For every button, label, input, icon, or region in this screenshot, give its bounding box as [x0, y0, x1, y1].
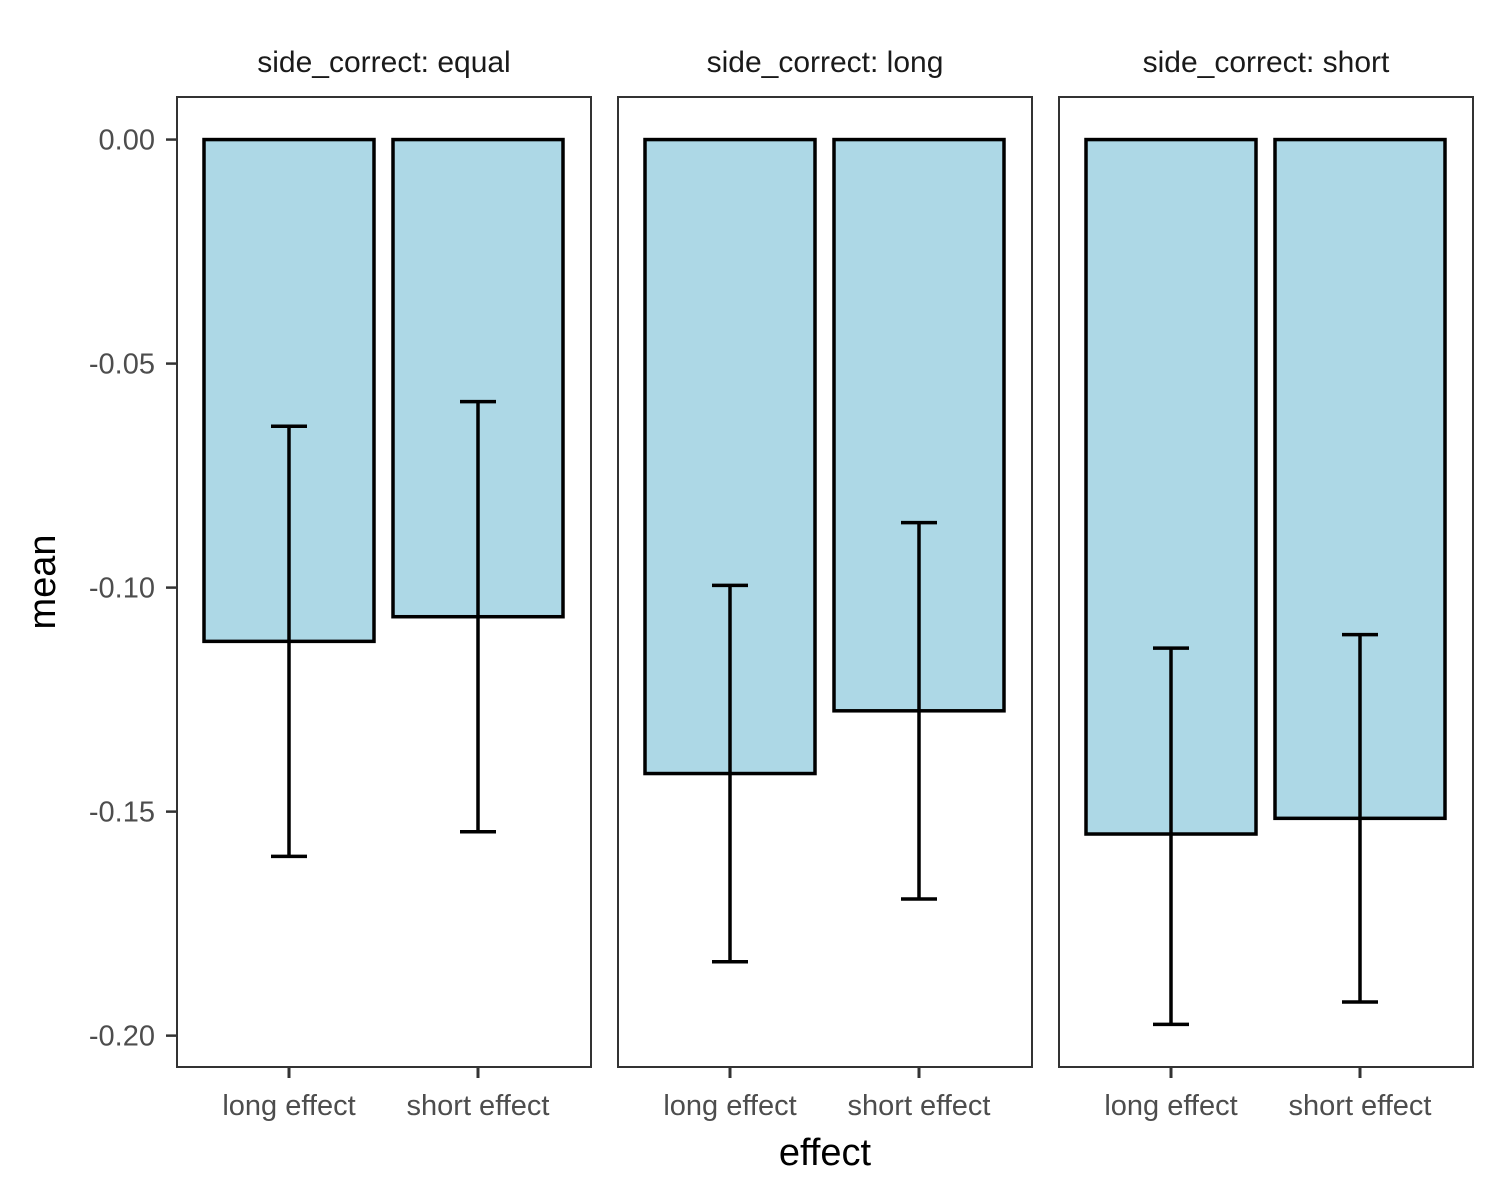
panel-border [176, 96, 592, 1068]
x-tick-label: long effect [1104, 1090, 1237, 1122]
facet-strip-label: side_correct: short [1143, 46, 1390, 79]
x-tick-label: short effect [1289, 1090, 1432, 1122]
facet-strip-label: side_correct: long [707, 46, 944, 79]
x-tick-label: long effect [222, 1090, 355, 1122]
x-axis-title: effect [779, 1132, 872, 1174]
y-tick-label: -0.15 [89, 797, 155, 829]
y-tick-label: -0.10 [89, 573, 155, 605]
y-tick-label: -0.05 [89, 349, 155, 381]
facet-strip-label: side_correct: equal [257, 46, 510, 79]
y-axis-title: mean [22, 534, 64, 629]
panel-border [617, 96, 1033, 1068]
y-tick-label: -0.20 [89, 1021, 155, 1053]
panel-border [1058, 96, 1474, 1068]
x-tick-label: long effect [663, 1090, 796, 1122]
x-tick-label: short effect [407, 1090, 550, 1122]
y-tick-label: 0.00 [99, 125, 155, 157]
x-tick-label: short effect [848, 1090, 991, 1122]
